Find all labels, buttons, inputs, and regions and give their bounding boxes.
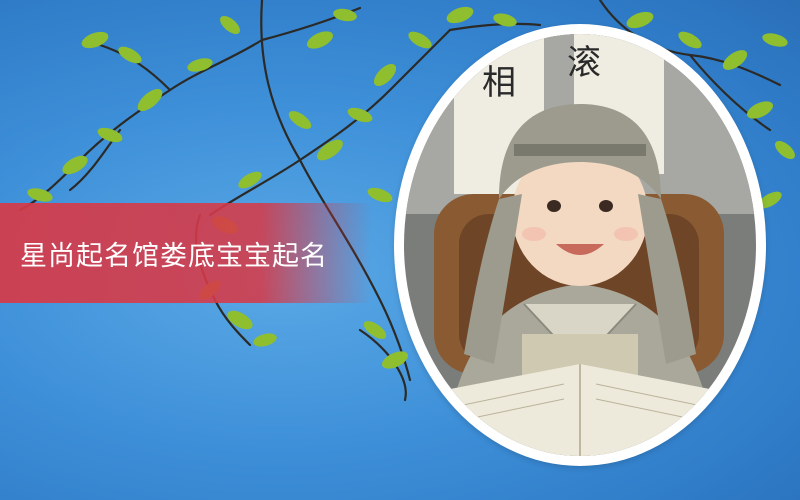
banner-title: 星尚起名馆娄底宝宝起名 [20, 240, 328, 272]
baby-illustration: 相 滚 [404, 34, 756, 456]
scroll-character-0: 滚 [567, 43, 601, 83]
baby-photo: 相 滚 [404, 34, 756, 456]
title-band: 星尚起名馆娄底宝宝起名 [0, 203, 372, 303]
scroll-character-1: 相 [482, 63, 516, 103]
photo-frame: 相 滚 [394, 24, 766, 466]
